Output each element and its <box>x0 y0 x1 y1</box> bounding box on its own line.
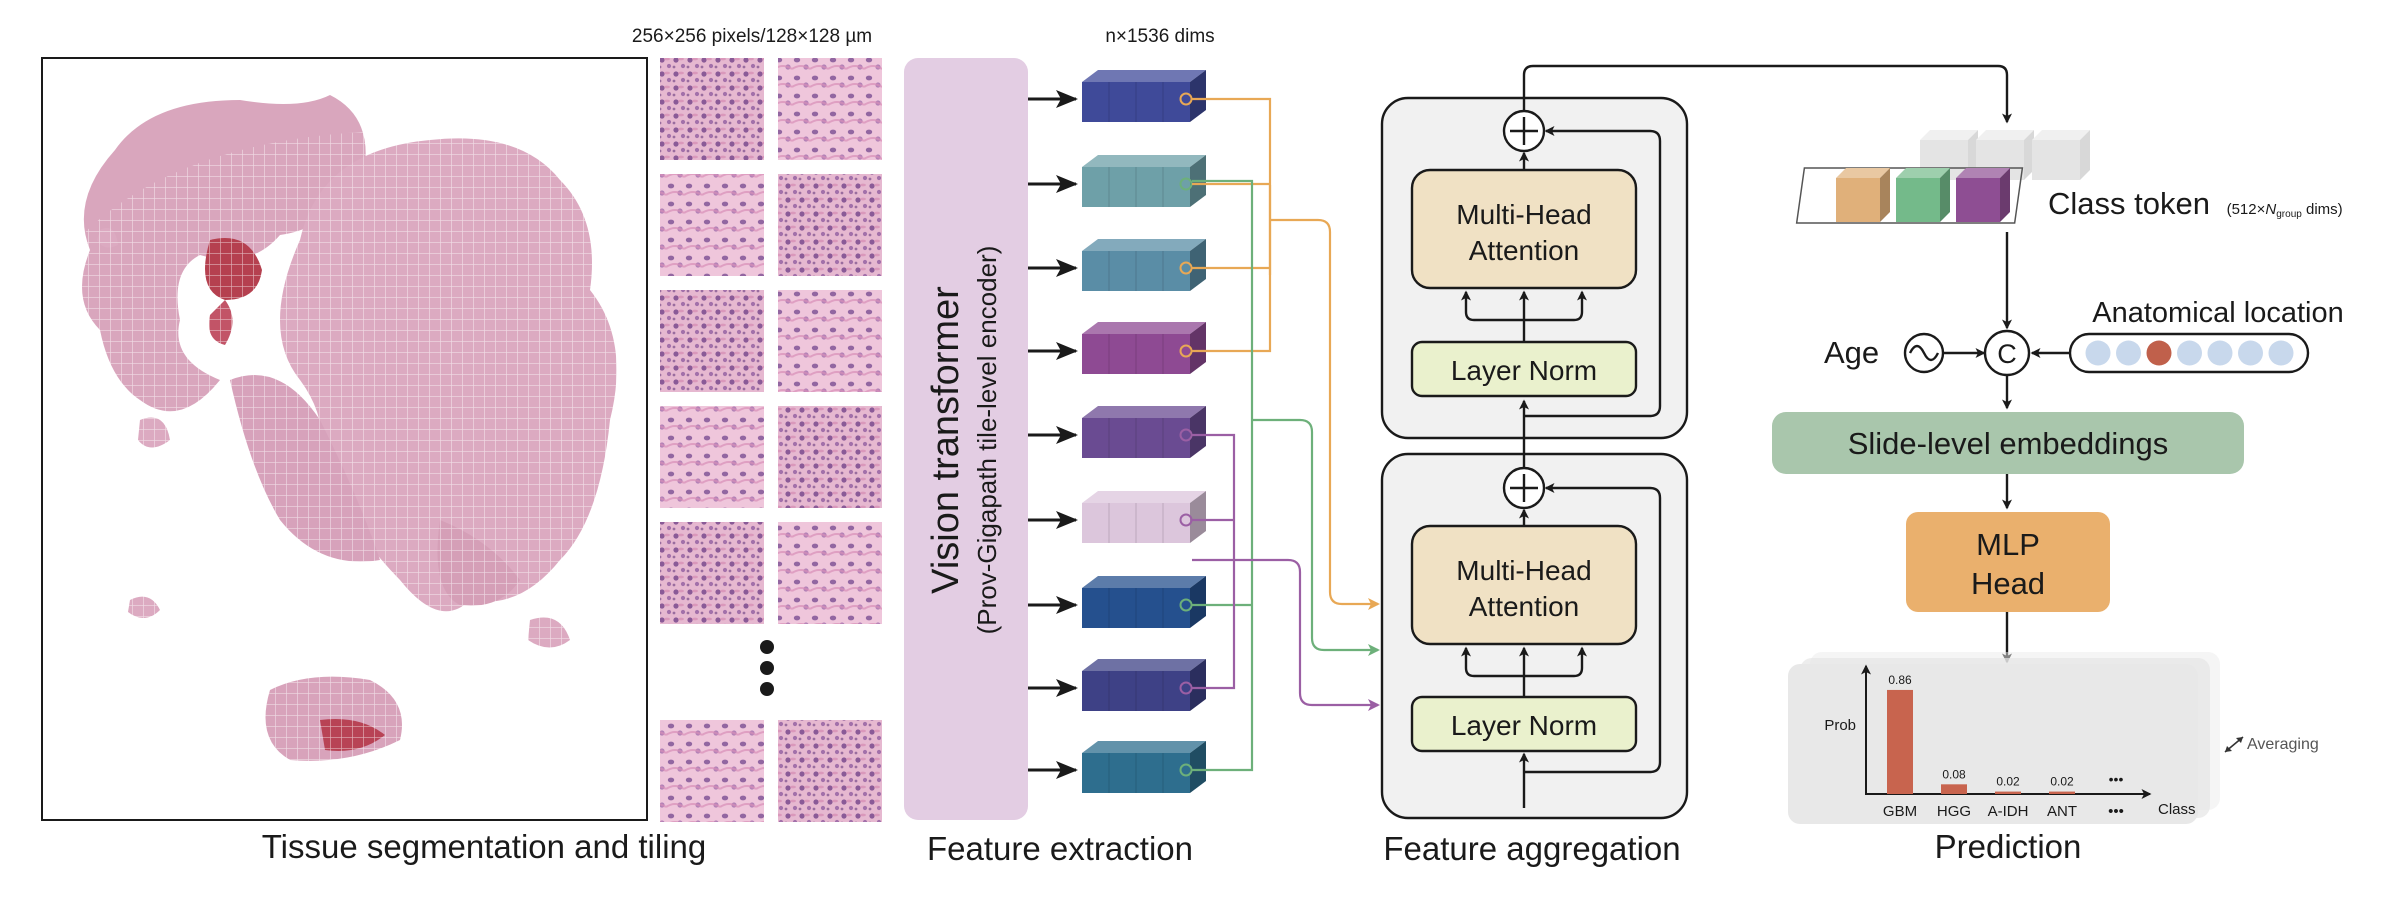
transformer-block-bottom: Multi-Head Attention Layer Norm <box>1380 452 1689 820</box>
prediction-chart: Prob Class 0.86 GBM 0.08 HGG 0.02 A-IDH 0.02 ANT •… <box>1824 664 2196 820</box>
attention-label-top-2: Attention <box>1469 235 1580 266</box>
chart-tick-label: ••• <box>2108 803 2124 820</box>
chart-bar <box>2049 791 2075 794</box>
tile-thumbnail <box>778 720 882 822</box>
tile-thumbnail <box>660 174 764 276</box>
chart-value-label: 0.02 <box>2050 775 2074 789</box>
layer-norm-label-bottom: Layer Norm <box>1451 710 1597 741</box>
more-tiles-ellipsis <box>760 640 774 696</box>
tile-thumbnail <box>778 406 882 508</box>
prediction-panel: Prob Class 0.86 GBM 0.08 HGG 0.02 A-IDH 0.02 ANT •… <box>1788 652 2319 824</box>
mlp-head-label-1: MLP <box>1976 527 2040 562</box>
attention-label-bottom-2: Attention <box>1469 591 1580 622</box>
tile-thumbnail <box>778 522 882 624</box>
mlp-head-box: MLP Head <box>1906 512 2110 612</box>
chart-bar <box>1941 784 1967 794</box>
chart-tick-label: GBM <box>1883 803 1917 820</box>
chart-value-label: 0.02 <box>1996 775 2020 789</box>
age-label: Age <box>1824 335 1879 370</box>
tissue-panel <box>41 57 648 821</box>
encoder-box: Vision transformer (Prov-Gigapath tile-l… <box>904 58 1028 820</box>
green-route <box>1192 179 1380 772</box>
anatomical-location-input: Anatomical location <box>2030 297 2344 374</box>
location-dot <box>2177 340 2202 366</box>
chart-bar <box>1887 689 1913 794</box>
routing-lines <box>1192 97 1380 772</box>
embedding-vector <box>1028 741 1206 793</box>
layer-norm-label-top: Layer Norm <box>1451 355 1597 386</box>
tile-thumbnail <box>660 290 764 392</box>
plus-circle-icon <box>1502 109 1546 153</box>
location-dot <box>2085 340 2111 366</box>
encoder-subtitle: (Prov-Gigapath tile-level encoder) <box>972 246 1002 635</box>
embedding-vector <box>1028 659 1206 711</box>
attention-label-bottom-1: Multi-Head <box>1456 555 1591 586</box>
embedding-vector <box>1028 155 1206 207</box>
embedding-dims-label: n×1536 dims <box>1105 26 1214 47</box>
age-input: Age <box>1824 332 1986 374</box>
slide-embeddings-box: Slide-level embeddings <box>1772 412 2244 474</box>
tile-thumbnail <box>778 174 882 276</box>
tile-thumbnail <box>778 290 882 392</box>
location-dot <box>2116 340 2141 366</box>
embedding-vector <box>1028 406 1206 458</box>
embedding-vector <box>1028 239 1206 291</box>
embedding-vector <box>1028 322 1206 374</box>
class-token-block: Class token (512×Ngroup dims) <box>1795 130 2343 224</box>
transformer-block-top: Multi-Head Attention Layer Norm <box>1380 96 1689 440</box>
concat-circle-icon: C <box>1983 329 2031 377</box>
class-token-cube <box>1896 168 1950 222</box>
tile-thumbnail <box>660 58 764 160</box>
double-arrow-icon <box>2224 736 2244 753</box>
embedding-vector <box>1028 491 1206 543</box>
location-dot-active <box>2146 340 2172 366</box>
class-token-cube <box>1956 168 2010 222</box>
tile-size-label: 256×256 pixels/128×128 µm <box>632 26 872 47</box>
chart-tick-label: A-IDH <box>1988 803 2029 820</box>
class-token-label: Class token (512×Ngroup dims) <box>2048 186 2343 221</box>
class-token-cube <box>1836 168 1890 222</box>
chart-value-label: 0.86 <box>1888 673 1912 687</box>
mlp-head-label-2: Head <box>1971 566 2045 601</box>
averaging-label: Averaging <box>2247 736 2319 753</box>
tile-thumbnail <box>660 522 764 624</box>
attention-label-top-1: Multi-Head <box>1456 199 1591 230</box>
plus-circle-icon <box>1502 466 1546 510</box>
block-arrows <box>1461 64 2012 808</box>
location-dot <box>2207 340 2233 366</box>
location-dot <box>2238 340 2263 366</box>
panel-title-tissue: Tissue segmentation and tiling <box>262 828 707 865</box>
tile-thumbnails: 256×256 pixels/128×128 µm <box>632 26 882 822</box>
location-label: Anatomical location <box>2092 297 2343 329</box>
panel-title-aggregation: Feature aggregation <box>1383 830 1680 867</box>
chart-ylabel: Prob <box>1824 717 1856 734</box>
embedding-vector <box>1028 70 1206 122</box>
location-dot <box>2268 340 2294 366</box>
prediction-card <box>1788 664 2198 824</box>
tile-thumbnail <box>660 720 764 822</box>
chart-tick-label: ANT <box>2047 803 2077 820</box>
tile-thumbnail <box>778 58 882 160</box>
chart-xlabel: Class <box>2158 801 2196 818</box>
encoder-title: Vision transformer <box>925 286 967 594</box>
tissue-section <box>60 95 640 780</box>
slide-embeddings-label: Slide-level embeddings <box>1848 426 2169 461</box>
orange-route <box>1192 97 1380 610</box>
embedding-vector <box>1028 576 1206 628</box>
chart-value-label: 0.08 <box>1942 767 1966 781</box>
embedding-stack <box>1028 70 1206 793</box>
purple-route <box>1192 433 1380 711</box>
ellipsis-dots-icon: ••• <box>2109 771 2124 787</box>
chart-bar <box>1995 791 2021 794</box>
sine-wave-icon <box>1903 332 1945 374</box>
concat-symbol: C <box>1997 339 2017 369</box>
panel-title-extraction: Feature extraction <box>927 830 1193 867</box>
panel-title-prediction: Prediction <box>1935 828 2082 865</box>
chart-tick-label: HGG <box>1937 803 1971 820</box>
tile-thumbnail <box>660 406 764 508</box>
